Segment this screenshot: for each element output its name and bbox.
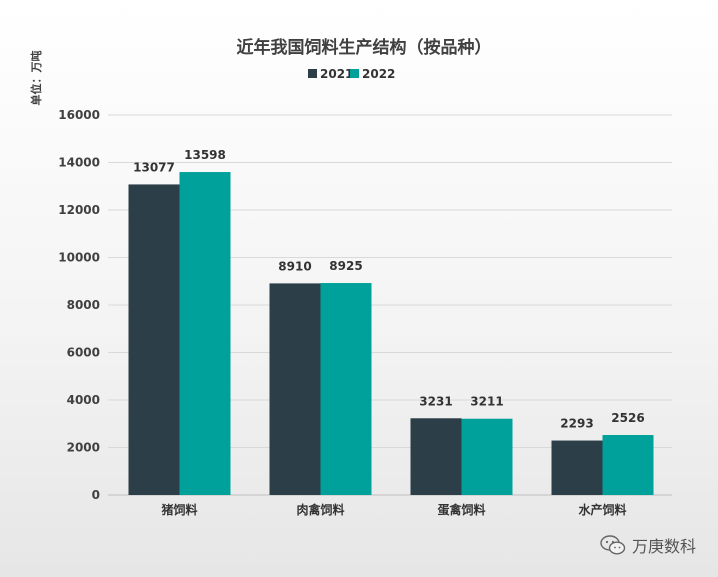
legend: 2021 2022 bbox=[308, 67, 395, 81]
bar-肉禽饲料-2021 bbox=[269, 283, 321, 495]
chart-title: 近年我国饲料生产结构（按品种） bbox=[237, 37, 492, 58]
data-label-猪饲料-2021: 13077 bbox=[133, 160, 175, 174]
data-label-水产饲料-2022: 2526 bbox=[611, 411, 644, 425]
wechat-icon bbox=[600, 535, 626, 555]
data-label-蛋禽饲料-2021: 3231 bbox=[419, 394, 452, 408]
bar-肉禽饲料-2022 bbox=[320, 283, 372, 495]
y-tick-0: 0 bbox=[92, 488, 100, 502]
bars bbox=[128, 172, 654, 496]
x-category-肉禽饲料: 肉禽饲料 bbox=[296, 502, 344, 517]
data-label-肉禽饲料-2021: 8910 bbox=[278, 259, 311, 273]
y-axis-ticks: 0 2000 4000 6000 8000 10000 12000 14000 16000 bbox=[58, 108, 100, 502]
x-category-蛋禽饲料: 蛋禽饲料 bbox=[437, 502, 485, 517]
legend-label-2021: 2021 bbox=[320, 67, 353, 81]
legend-swatch-2022 bbox=[350, 69, 359, 78]
data-labels: 13077 13598 8910 8925 3231 3211 2293 2526 bbox=[133, 148, 645, 430]
y-tick-10000: 10000 bbox=[58, 251, 100, 265]
legend-label-2022: 2022 bbox=[362, 67, 395, 81]
bar-猪饲料-2022 bbox=[179, 172, 231, 496]
bar-猪饲料-2021 bbox=[128, 184, 180, 495]
bar-水产饲料-2021 bbox=[551, 440, 603, 495]
watermark: 万庚数科 bbox=[600, 533, 696, 557]
y-tick-2000: 2000 bbox=[67, 441, 100, 455]
y-tick-4000: 4000 bbox=[67, 393, 100, 407]
bar-水产饲料-2022 bbox=[602, 435, 654, 495]
legend-swatch-2021 bbox=[308, 69, 317, 78]
x-axis-categories: 猪饲料 肉禽饲料 蛋禽饲料 水产饲料 bbox=[160, 502, 626, 517]
y-tick-12000: 12000 bbox=[58, 203, 100, 217]
y-axis-label: 单位：万吨 bbox=[29, 51, 43, 106]
data-label-蛋禽饲料-2022: 3211 bbox=[470, 395, 503, 409]
data-label-肉禽饲料-2022: 8925 bbox=[329, 259, 362, 273]
data-label-水产饲料-2021: 2293 bbox=[560, 417, 593, 431]
x-category-猪饲料: 猪饲料 bbox=[160, 502, 197, 517]
bar-蛋禽饲料-2021 bbox=[410, 418, 462, 495]
data-label-猪饲料-2022: 13598 bbox=[184, 148, 226, 162]
y-tick-14000: 14000 bbox=[58, 156, 100, 170]
y-tick-16000: 16000 bbox=[58, 108, 100, 122]
x-category-水产饲料: 水产饲料 bbox=[578, 502, 626, 517]
watermark-text: 万庚数科 bbox=[631, 537, 696, 556]
y-tick-6000: 6000 bbox=[67, 346, 100, 360]
bar-蛋禽饲料-2022 bbox=[461, 418, 513, 495]
y-tick-8000: 8000 bbox=[67, 298, 100, 312]
